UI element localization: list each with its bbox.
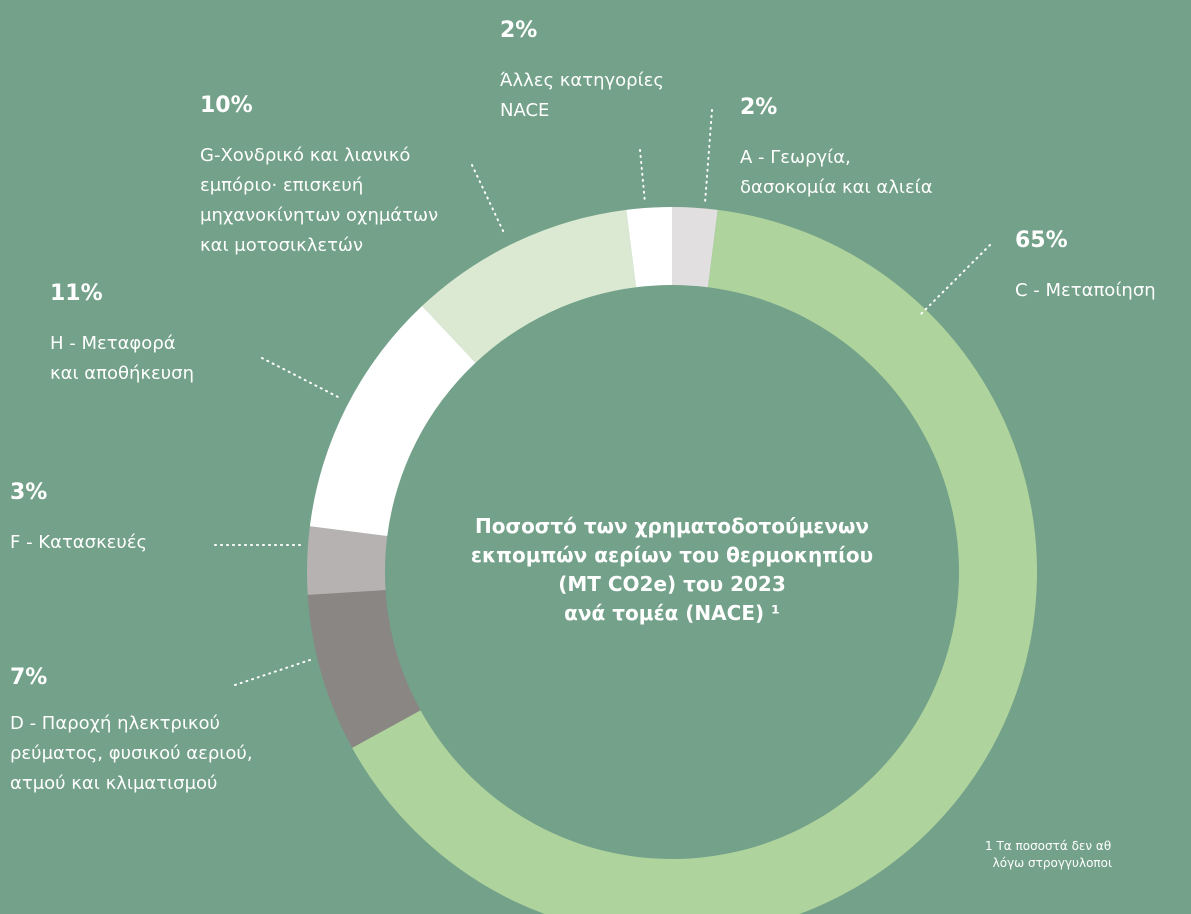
donut-segment bbox=[309, 305, 476, 537]
leader bbox=[471, 164, 506, 236]
percent-label: 2% bbox=[740, 95, 778, 120]
leader bbox=[919, 244, 991, 316]
donut-segment bbox=[307, 590, 421, 748]
chart-title: Ποσοστό των χρηματοδοτούμενων εκπομπών α… bbox=[470, 514, 874, 625]
donut-segment bbox=[626, 207, 672, 288]
donut-segment bbox=[672, 207, 718, 288]
donut-segment bbox=[422, 209, 637, 363]
leader bbox=[704, 109, 713, 204]
percent-label: 7% bbox=[10, 665, 48, 690]
leader bbox=[261, 357, 341, 399]
category-label: H - Μεταφορά και αποθήκευση bbox=[50, 333, 194, 384]
category-label: C - Μεταποίηση bbox=[1015, 280, 1156, 301]
category-label: Άλλες κατηγορίες NACE bbox=[500, 70, 664, 121]
percent-label: 11% bbox=[50, 281, 103, 306]
percent-label: 10% bbox=[200, 93, 253, 118]
leader bbox=[234, 659, 311, 686]
percent-label: 2% bbox=[500, 18, 538, 43]
leader bbox=[639, 149, 646, 204]
category-label: G-Χονδρικό και λιανικό εμπόριο· επισκευή… bbox=[200, 145, 439, 256]
category-label: A - Γεωργία, δασοκομία και αλιεία bbox=[740, 147, 933, 198]
percent-label: 65% bbox=[1015, 228, 1068, 253]
donut-segment bbox=[307, 526, 388, 595]
footnote: 1 Τα ποσοστά δεν αθ λόγω στρογγυλοποι bbox=[985, 839, 1113, 870]
leader-lines bbox=[214, 109, 991, 686]
category-label: D - Παροχή ηλεκτρικού ρεύματος, φυσικού … bbox=[10, 713, 253, 794]
percent-label: 3% bbox=[10, 480, 48, 505]
category-label: F - Κατασκευές bbox=[10, 532, 148, 553]
